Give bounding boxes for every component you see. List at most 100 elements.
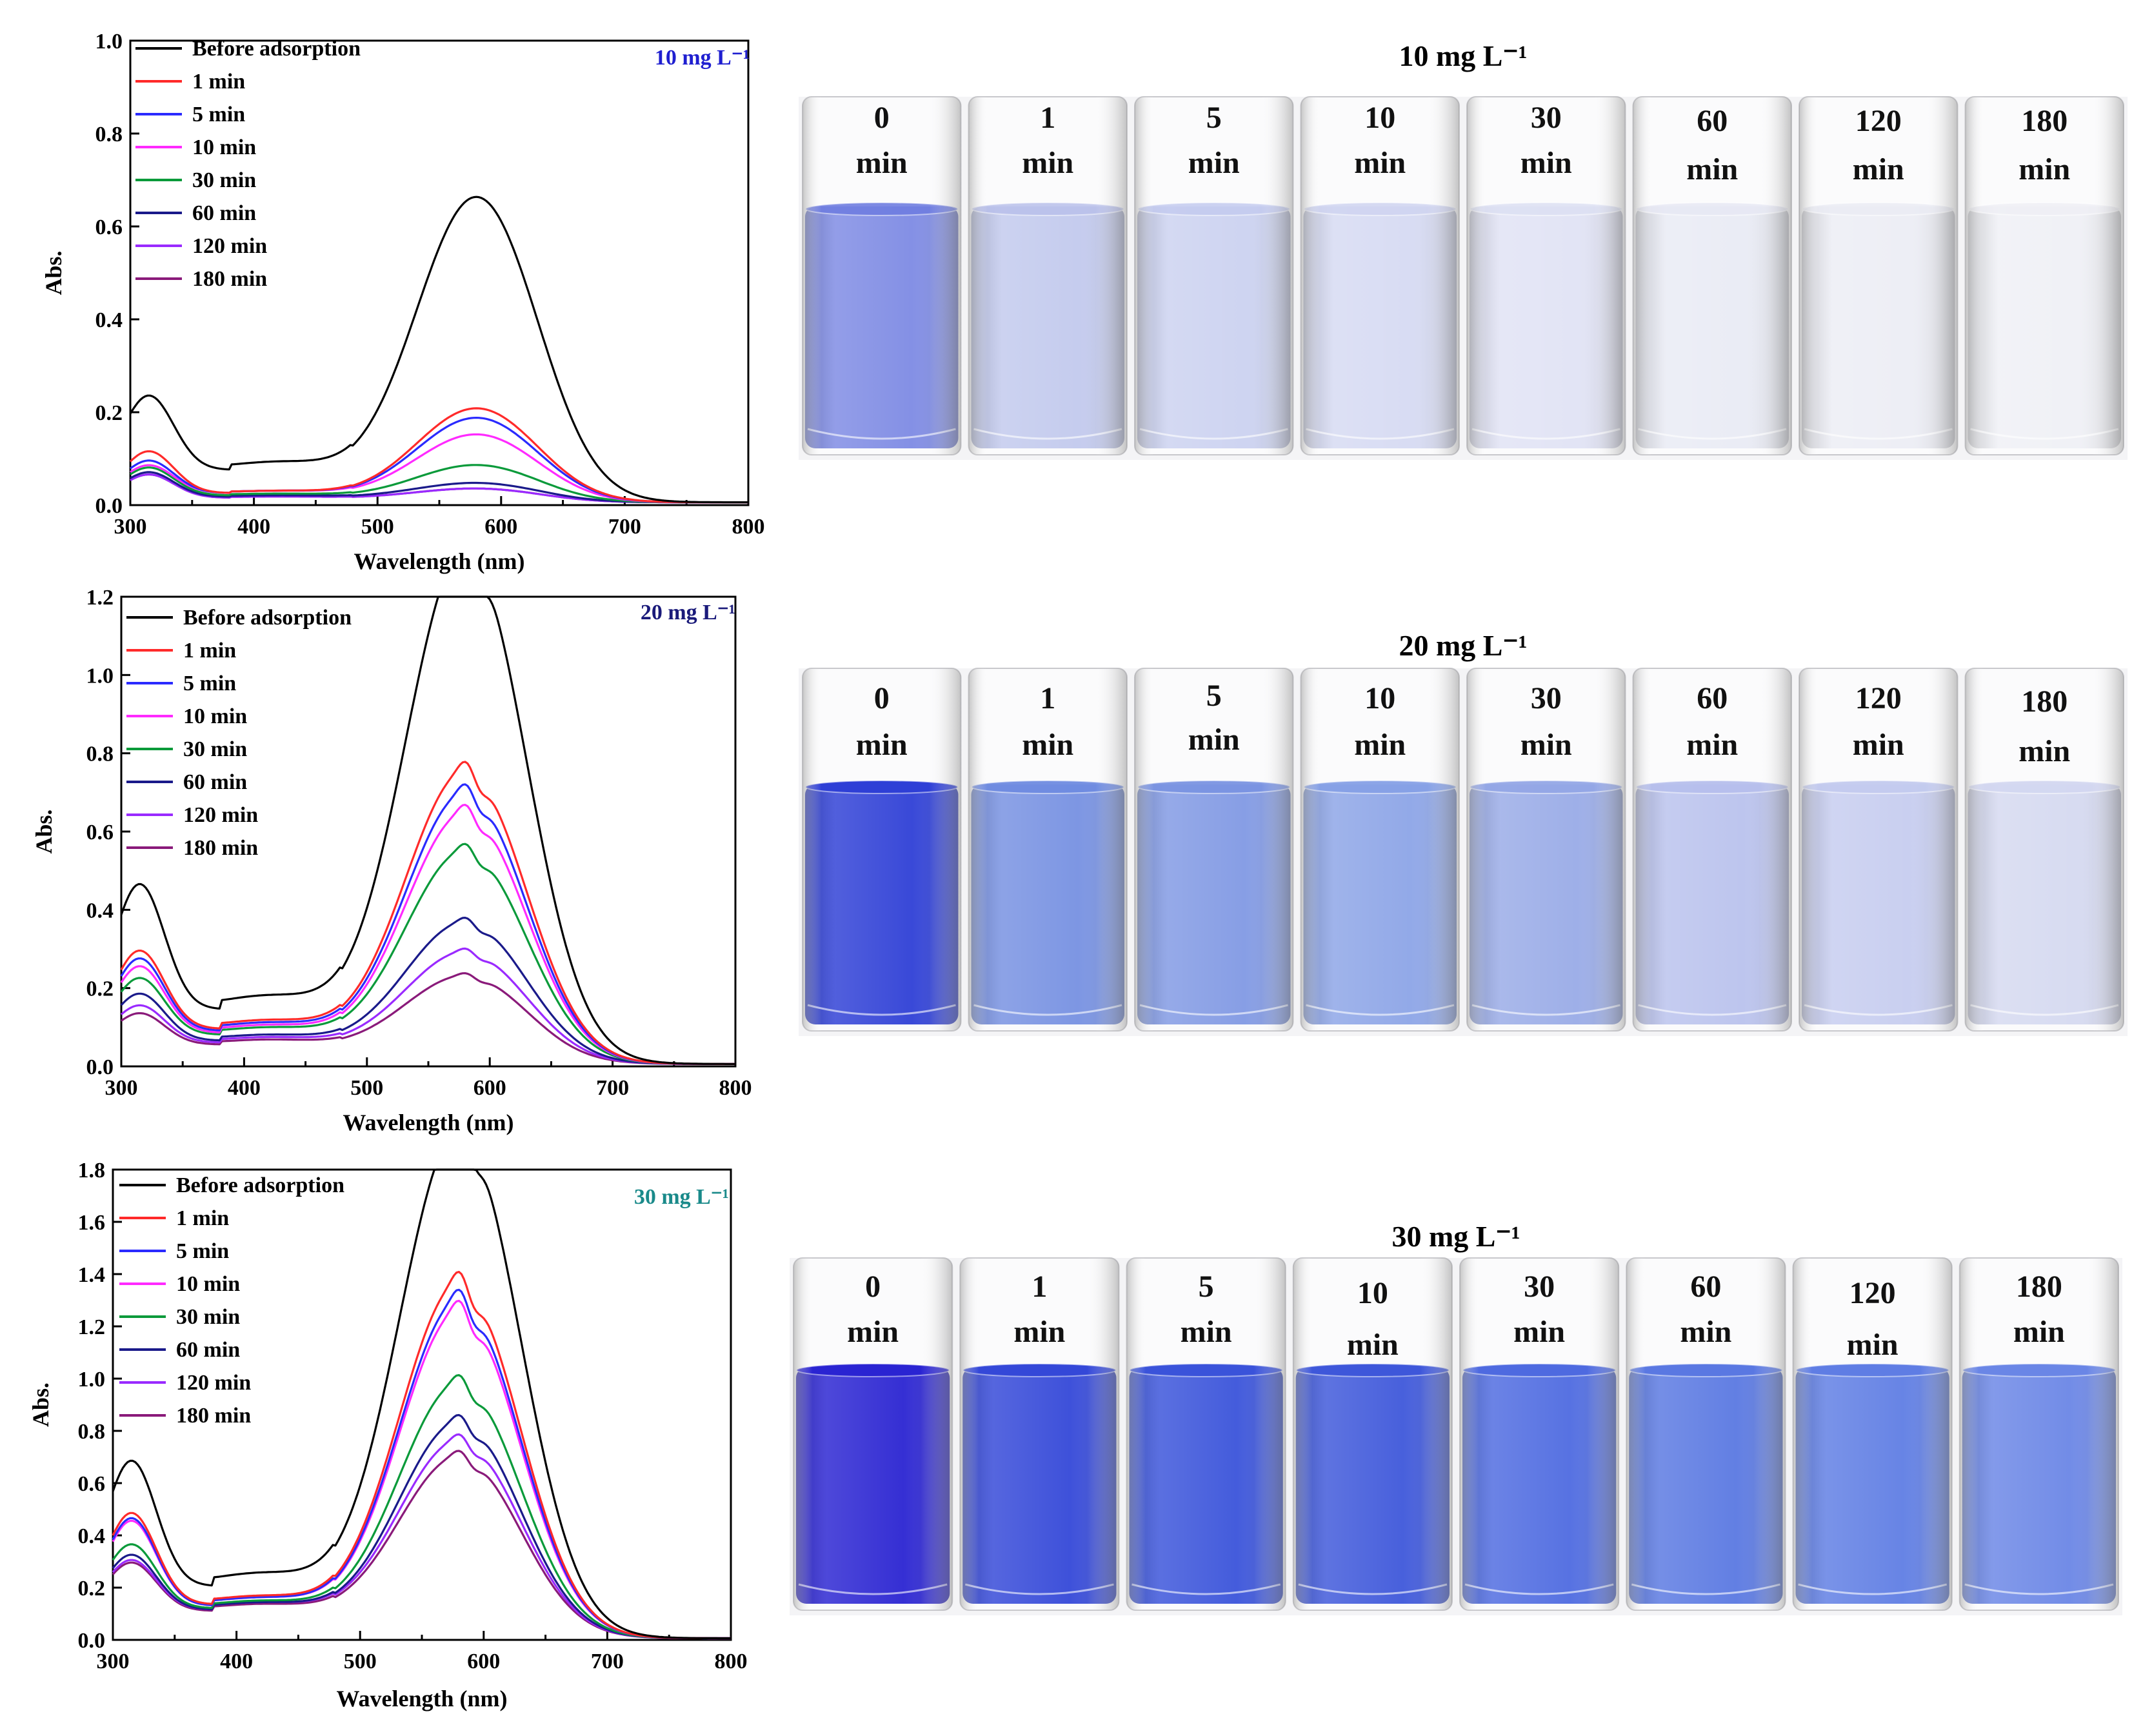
vial-glass-highlight bbox=[1126, 1258, 1286, 1610]
y-tick-label: 0.6 bbox=[78, 1472, 106, 1496]
y-tick-label: 0.6 bbox=[86, 821, 114, 844]
vial-time-unit: min bbox=[1680, 1315, 1731, 1349]
vial: 5 min bbox=[1134, 96, 1294, 455]
series-line-1-min bbox=[112, 1271, 731, 1640]
vial-time-number: 0 bbox=[874, 681, 890, 715]
vial-time-number: 0 bbox=[874, 101, 890, 135]
spectrum-chart-1: 300 400 500 600 700 800 0.0 0.2 0.4 0.6 0.8 1.0 Wave… bbox=[41, 30, 765, 574]
vial: 120 min bbox=[1792, 1257, 1953, 1611]
vial-glass-highlight bbox=[1793, 1258, 1952, 1610]
vial-photo-1: 10 mg L⁻¹ 0 min 1 min 5 min 10 min 30 min 60 min 120 m… bbox=[799, 39, 2128, 460]
vial-time-number: 1 bbox=[1032, 1270, 1047, 1304]
series-line-before-adsorption bbox=[112, 1168, 731, 1640]
x-tick-label: 500 bbox=[350, 1076, 383, 1100]
vial: 1 min bbox=[968, 668, 1128, 1032]
vial: 0 min bbox=[802, 668, 962, 1032]
vial: 10 min bbox=[1300, 96, 1460, 455]
series-line-before-adsorption bbox=[120, 595, 735, 1065]
y-axis-title: Abs. bbox=[31, 809, 57, 853]
x-axis-title: Wavelength (nm) bbox=[354, 548, 525, 574]
y-tick-label: 1.8 bbox=[78, 1159, 106, 1182]
vial-glass-highlight bbox=[968, 668, 1127, 1031]
vial-glass-highlight bbox=[793, 1258, 953, 1610]
vial: 60 min bbox=[1632, 668, 1792, 1032]
x-tick-label: 700 bbox=[608, 515, 641, 539]
vial-time-unit: min bbox=[1347, 1328, 1399, 1362]
vial-time-unit: min bbox=[1513, 1315, 1565, 1349]
y-tick-label: 0.8 bbox=[86, 743, 114, 766]
x-tick-label: 500 bbox=[344, 1650, 377, 1673]
vial-time-number: 10 bbox=[1364, 681, 1395, 715]
vial: 1 min bbox=[959, 1257, 1120, 1611]
vial-time-unit: min bbox=[1520, 728, 1572, 762]
y-tick-label: 0.2 bbox=[95, 401, 123, 425]
vial-time-number: 120 bbox=[1855, 681, 1902, 715]
series-line-180-min bbox=[112, 1450, 731, 1640]
y-tick-label: 1.2 bbox=[86, 586, 114, 610]
legend-label: 60 min bbox=[176, 1338, 240, 1362]
vial-glass-highlight bbox=[968, 97, 1127, 455]
vial-glass-highlight bbox=[802, 668, 961, 1031]
x-axis-title: Wavelength (nm) bbox=[337, 1686, 508, 1711]
vial-photo-3: 30 mg L⁻¹ 0 min 1 min 5 min 10 min 30 min 60 min 120 m… bbox=[790, 1220, 2122, 1615]
vial-time-number: 30 bbox=[1531, 681, 1562, 715]
series-line-60-min bbox=[120, 917, 735, 1065]
vial-glass-highlight bbox=[1293, 1258, 1452, 1610]
vial: 120 min bbox=[1799, 96, 1959, 455]
vial-time-number: 180 bbox=[2021, 684, 2068, 719]
x-tick-label: 600 bbox=[467, 1650, 500, 1673]
plot-frame bbox=[120, 595, 737, 1068]
vial-glass-highlight bbox=[1460, 1258, 1619, 1610]
y-tick-label: 1.2 bbox=[78, 1315, 106, 1339]
vial: 180 min bbox=[1959, 1257, 2119, 1611]
legend-label: Before adsorption bbox=[176, 1173, 344, 1197]
vial-glass-highlight bbox=[1467, 668, 1626, 1031]
series-line-120-min bbox=[130, 473, 748, 504]
y-tick-label: 0.0 bbox=[95, 494, 123, 518]
x-tick-label: 400 bbox=[220, 1650, 253, 1673]
vial-glass-highlight bbox=[1965, 97, 2124, 455]
vial-time-number: 120 bbox=[1849, 1276, 1896, 1310]
concentration-label: 30 mg L⁻¹ bbox=[634, 1185, 729, 1209]
x-tick-label: 800 bbox=[732, 515, 765, 539]
vial-time-unit: min bbox=[1686, 152, 1738, 186]
y-tick-label: 0.4 bbox=[78, 1524, 106, 1548]
x-tick-label: 300 bbox=[97, 1650, 130, 1673]
vial-time-unit: min bbox=[1013, 1315, 1065, 1349]
legend-label: 60 min bbox=[183, 770, 247, 794]
legend-label: 10 min bbox=[176, 1272, 240, 1296]
y-tick-label: 0.8 bbox=[78, 1420, 106, 1444]
y-tick-label: 0.4 bbox=[86, 899, 114, 923]
legend-label: 10 min bbox=[192, 135, 256, 159]
legend-label: 10 min bbox=[183, 704, 247, 728]
vial-time-unit: min bbox=[1520, 146, 1572, 180]
series-line-before-adsorption bbox=[129, 195, 748, 504]
y-axis-title: Abs. bbox=[41, 250, 66, 295]
concentration-label: 10 mg L⁻¹ bbox=[655, 46, 750, 70]
legend-label: 5 min bbox=[192, 103, 245, 126]
vial-time-number: 30 bbox=[1531, 101, 1562, 135]
legend-label: 30 min bbox=[176, 1305, 240, 1329]
x-tick-label: 600 bbox=[473, 1076, 506, 1100]
vial: 30 min bbox=[1466, 668, 1626, 1032]
x-axis-title: Wavelength (nm) bbox=[343, 1110, 514, 1135]
vial-time-unit: min bbox=[1354, 728, 1406, 762]
photo-title: 30 mg L⁻¹ bbox=[1391, 1220, 1520, 1253]
vial-time-number: 180 bbox=[2021, 104, 2068, 138]
vial-time-unit: min bbox=[1022, 146, 1073, 180]
vial-time-unit: min bbox=[1188, 146, 1240, 180]
y-tick-label: 1.0 bbox=[95, 30, 123, 54]
vial-glass-highlight bbox=[1799, 668, 1958, 1031]
series-line-180-min bbox=[121, 972, 735, 1065]
concentration-label: 20 mg L⁻¹ bbox=[641, 601, 735, 624]
vial-glass-highlight bbox=[960, 1258, 1119, 1610]
legend-label: 30 min bbox=[192, 168, 256, 192]
x-tick-label: 400 bbox=[228, 1076, 261, 1100]
vial-time-unit: min bbox=[1188, 723, 1240, 757]
vial-time-number: 1 bbox=[1040, 101, 1055, 135]
vial: 10 min bbox=[1292, 1257, 1453, 1611]
y-tick-label: 0.0 bbox=[78, 1629, 106, 1653]
vial: 120 min bbox=[1799, 668, 1959, 1032]
vial: 180 min bbox=[1964, 668, 2124, 1032]
